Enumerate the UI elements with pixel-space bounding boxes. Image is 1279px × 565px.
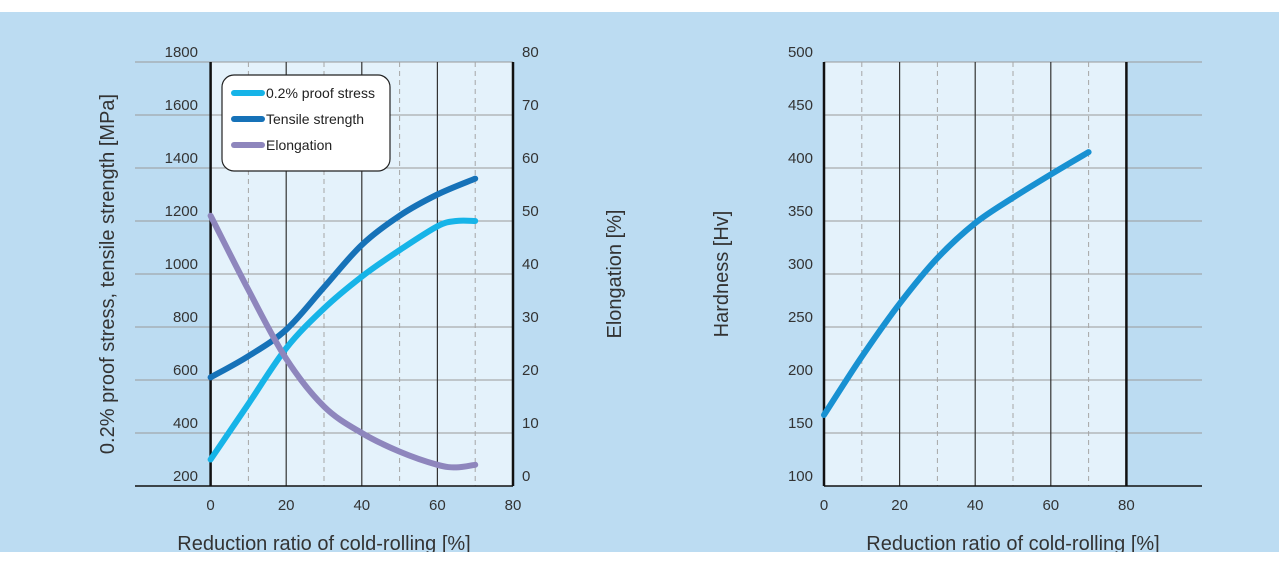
- y-tick-label: 1600: [165, 97, 198, 114]
- y-tick-label: 1000: [165, 256, 198, 273]
- y-tick-label: 250: [788, 309, 813, 326]
- y-tick-label: 600: [173, 362, 198, 379]
- legend-label: Elongation: [266, 137, 332, 153]
- y-axis-title: Hardness [Hv]: [711, 211, 733, 338]
- y-right-tick-label: 30: [522, 309, 539, 326]
- y-right-tick-label: 10: [522, 415, 539, 432]
- y-right-tick-label: 0: [522, 468, 530, 485]
- y-tick-label: 100: [788, 468, 813, 485]
- series-line-tensile-strength: [207, 175, 479, 381]
- y-tick-label: 350: [788, 203, 813, 220]
- series-line-0-2-proof-stress: [207, 217, 479, 463]
- chart-figure: 200 400 600 800 1000 1200 1400 1600 1800 0 10 20 30 4…: [0, 12, 1279, 552]
- x-tick-label: 60: [1042, 497, 1059, 514]
- y-tick-label: 400: [173, 415, 198, 432]
- x-tick-label: 80: [505, 497, 522, 514]
- y-axis-title: 0.2% proof stress, tensile strength [MPa…: [97, 94, 119, 454]
- legend-label: Tensile strength: [266, 111, 364, 127]
- y-tick-label: 1400: [165, 150, 198, 167]
- y-tick-label: 1200: [165, 203, 198, 220]
- y-right-axis-title: Elongation [%]: [604, 210, 626, 339]
- y-right-tick-label: 70: [522, 97, 539, 114]
- x-tick-label: 80: [1118, 497, 1135, 514]
- y-tick-label: 800: [173, 309, 198, 326]
- y-tick-label: 1800: [165, 44, 198, 61]
- x-tick-label: 40: [353, 497, 370, 514]
- series-line-elongation: [207, 212, 479, 471]
- x-tick-label: 40: [967, 497, 984, 514]
- y-right-tick-label: 80: [522, 44, 539, 61]
- y-right-tick-label: 50: [522, 203, 539, 220]
- y-tick-label: 200: [788, 362, 813, 379]
- x-axis-title: Reduction ratio of cold-rolling [%]: [177, 533, 470, 552]
- x-tick-label: 60: [429, 497, 446, 514]
- y-right-tick-label: 20: [522, 362, 539, 379]
- y-right-tick-label: 60: [522, 150, 539, 167]
- x-axis-title: Reduction ratio of cold-rolling [%]: [866, 533, 1159, 552]
- y-tick-label: 500: [788, 44, 813, 61]
- x-tick-label: 20: [278, 497, 295, 514]
- y-tick-label: 300: [788, 256, 813, 273]
- legend-label: 0.2% proof stress: [266, 85, 375, 101]
- y-tick-label: 150: [788, 415, 813, 432]
- x-tick-label: 0: [820, 497, 828, 514]
- series-line-hardness: [821, 149, 1092, 418]
- y-tick-label: 400: [788, 150, 813, 167]
- y-tick-label: 450: [788, 97, 813, 114]
- chart-svg: 2004006008001000120014001600180001020304…: [97, 44, 1202, 552]
- y-tick-label: 200: [173, 468, 198, 485]
- y-right-tick-label: 40: [522, 256, 539, 273]
- x-tick-label: 0: [206, 497, 214, 514]
- x-tick-label: 20: [891, 497, 908, 514]
